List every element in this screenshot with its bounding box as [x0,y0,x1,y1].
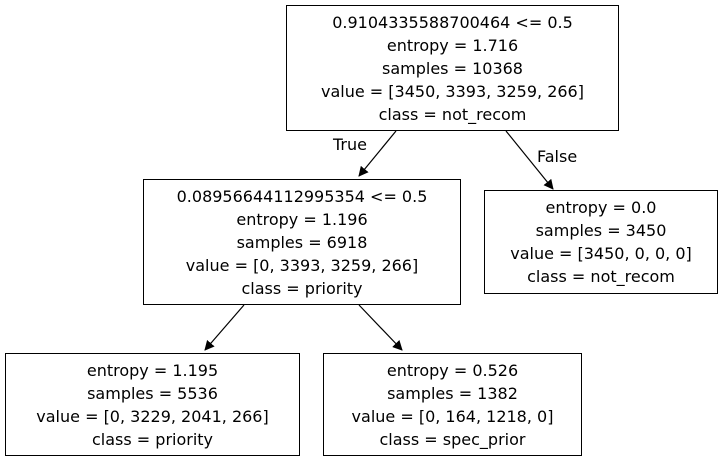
node-line: value = [0, 3393, 3259, 266] [185,255,419,275]
edge-left-to-leftleft [204,304,245,351]
node-line: class = priority [241,278,363,298]
tree-node-right: entropy = 0.0 samples = 3450 value = [34… [484,190,718,294]
node-line: samples = 1382 [387,383,518,403]
edge-root-to-left [358,130,397,177]
node-line: value = [3450, 3393, 3259, 266] [321,81,584,101]
node-line: class = not_recom [527,267,675,286]
edge-label-true: True [333,135,367,154]
tree-node-left: 0.08956644112995354 <= 0.5 entropy = 1.1… [143,179,461,305]
node-line: value = [0, 3229, 2041, 266] [36,406,269,426]
edge-left-to-leftright [358,304,403,351]
node-line: samples = 10368 [382,58,523,78]
node-line: value = [0, 164, 1218, 0] [351,406,554,426]
node-line: entropy = 1.196 [236,209,368,229]
node-line: 0.9104335588700464 <= 0.5 [332,12,573,32]
node-line: entropy = 1.716 [386,35,519,55]
node-line: samples = 5536 [87,383,218,403]
edge-root-to-right [505,130,554,190]
tree-node-root: 0.9104335588700464 <= 0.5 entropy = 1.71… [286,5,619,131]
node-line: samples = 3450 [535,221,667,240]
node-line: class = not_recom [378,104,527,124]
node-line: class = priority [91,429,214,449]
tree-node-leftright: entropy = 0.526 samples = 1382 value = [… [323,353,582,456]
node-line: entropy = 1.195 [86,360,219,380]
edge-label-false: False [537,147,578,166]
node-line: entropy = 0.526 [386,360,519,380]
tree-node-leftleft: entropy = 1.195 samples = 5536 value = [… [5,353,300,456]
node-line: samples = 6918 [236,232,368,252]
node-line: entropy = 0.0 [545,198,657,217]
node-line: value = [3450, 0, 0, 0] [510,244,692,263]
node-line: 0.08956644112995354 <= 0.5 [176,186,428,206]
node-line: class = spec_prior [379,429,526,449]
